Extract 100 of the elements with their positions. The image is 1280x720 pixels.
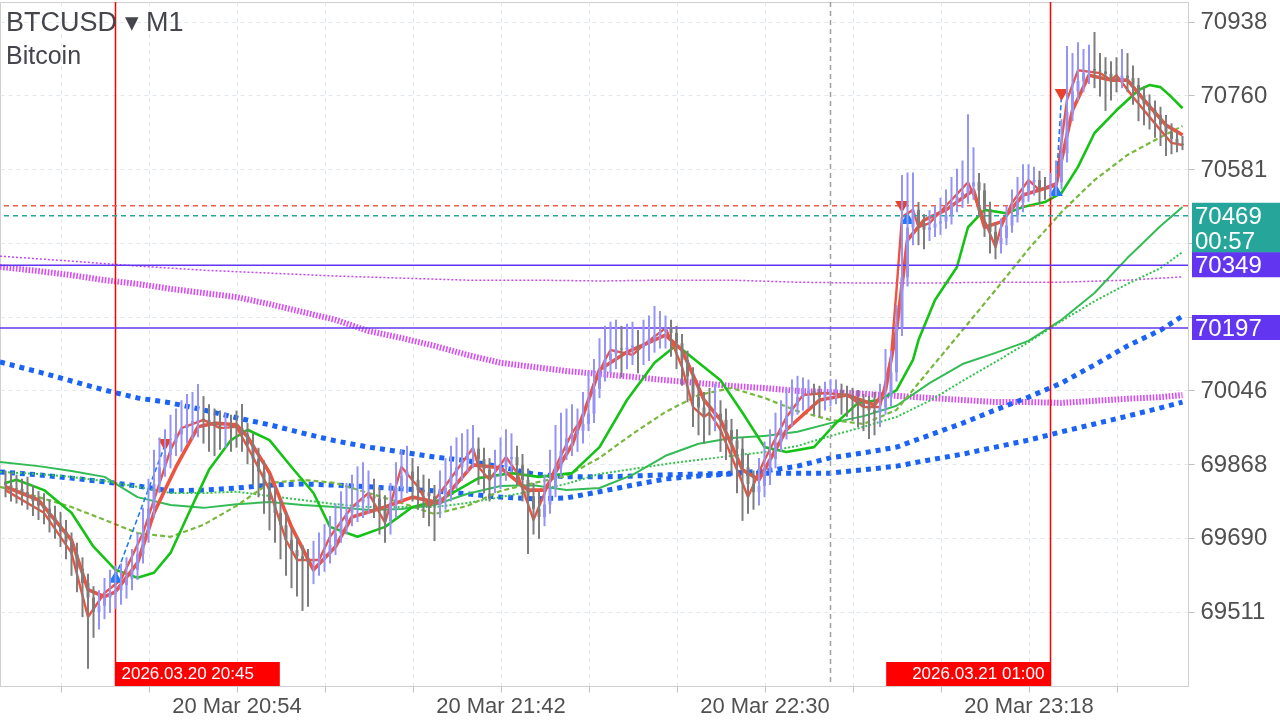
candlestick	[614, 319, 618, 370]
candlestick	[504, 429, 508, 481]
candlestick	[922, 214, 926, 250]
candlestick	[812, 383, 816, 415]
ref-line-label: 70469 00:57	[1195, 201, 1262, 254]
y-tick-label: 69690	[1200, 523, 1268, 551]
candlestick	[119, 563, 123, 605]
candlestick	[884, 348, 887, 415]
candlestick	[108, 569, 112, 614]
candlestick	[763, 441, 766, 498]
y-tick-label: 70046	[1200, 376, 1268, 403]
candlestick	[570, 404, 574, 456]
candlestick	[477, 437, 480, 485]
candlestick	[53, 505, 57, 539]
candlestick	[163, 429, 167, 477]
candlestick	[185, 394, 189, 444]
line-series	[0, 255, 1184, 284]
candlestick	[625, 323, 629, 370]
line-series	[0, 124, 1184, 538]
candlestick	[191, 391, 194, 440]
candlestick	[323, 524, 326, 572]
candlestick	[1115, 57, 1118, 93]
candlestick	[295, 536, 299, 597]
candlestick	[752, 470, 755, 510]
candlestick	[372, 478, 376, 518]
candlestick	[444, 458, 447, 510]
candlestick	[911, 172, 915, 246]
candlestick	[356, 466, 359, 523]
candlestick	[438, 470, 442, 518]
candlestick	[383, 495, 387, 543]
candlestick	[174, 408, 178, 456]
candlestick	[1159, 106, 1162, 146]
candlestick	[20, 478, 24, 506]
candlestick	[284, 511, 288, 576]
candlestick	[543, 474, 546, 527]
candlestick	[361, 462, 365, 518]
candlestick	[433, 484, 436, 542]
candlestick	[840, 383, 843, 415]
candlestick	[257, 447, 260, 498]
candlestick	[394, 462, 398, 518]
ref-line-label: 70197	[1195, 314, 1262, 342]
candlestick	[548, 449, 552, 514]
candlestick	[950, 177, 953, 225]
candlestick	[680, 334, 684, 386]
candlestick	[290, 528, 293, 589]
candlestick	[746, 453, 750, 514]
candlestick	[42, 493, 46, 525]
candlestick	[262, 460, 266, 514]
candlestick	[169, 414, 172, 469]
candlestick	[1137, 77, 1140, 122]
candlestick	[1016, 177, 1019, 223]
candlestick	[86, 573, 90, 669]
y-tick-label: 70760	[1200, 80, 1268, 108]
candlestick	[933, 205, 937, 237]
candlestick	[1153, 100, 1157, 138]
candlestick	[664, 315, 667, 349]
candlestick	[653, 306, 656, 353]
candlestick	[598, 338, 601, 399]
candlestick	[559, 412, 563, 477]
candlestick	[977, 172, 981, 217]
candlestick	[328, 515, 332, 564]
candlestick	[389, 482, 392, 535]
candlestick	[988, 201, 992, 254]
candlestick	[774, 412, 777, 469]
candlestick	[1104, 57, 1107, 111]
y-tick-label: 69511	[1200, 597, 1266, 625]
candlestick	[669, 319, 673, 357]
candlestick	[741, 437, 744, 521]
candlestick	[416, 466, 420, 510]
candlestick	[339, 491, 343, 543]
candlestick	[400, 449, 403, 502]
candlestick	[466, 429, 469, 473]
candlestick	[757, 458, 761, 506]
candlestick	[378, 487, 381, 535]
candlestick	[862, 394, 865, 432]
candlestick	[790, 379, 794, 428]
point	[1054, 89, 1069, 101]
candlestick	[735, 429, 739, 494]
candlestick	[449, 445, 453, 502]
candlestick	[81, 557, 84, 618]
candlestick	[4, 470, 7, 498]
candlestick	[961, 160, 964, 208]
candlestick	[367, 470, 370, 514]
candlestick	[609, 321, 612, 374]
candlestick	[37, 491, 40, 521]
candlestick	[273, 487, 277, 543]
candlestick	[554, 425, 557, 498]
annotation: 2026.03.21 01:00	[912, 664, 1045, 683]
x-tick-label: 20 Mar 20:54	[172, 692, 302, 718]
candlestick	[180, 400, 183, 452]
candlestick	[906, 172, 909, 287]
text: Bitcoin	[6, 41, 82, 69]
candlestick	[427, 478, 431, 527]
candlestick	[130, 549, 134, 591]
candlestick	[147, 478, 150, 543]
candlestick	[510, 433, 513, 473]
candlestick	[103, 577, 106, 620]
candlestick	[64, 520, 68, 560]
candlestick	[999, 218, 1003, 254]
candlestick	[537, 491, 541, 539]
